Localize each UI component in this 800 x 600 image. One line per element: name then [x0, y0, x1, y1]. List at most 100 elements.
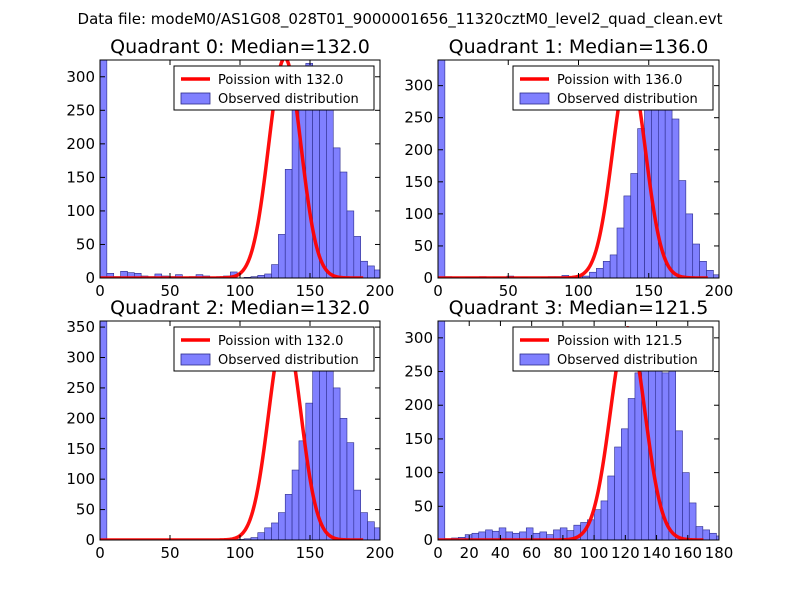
x-tick-label: 20	[460, 544, 479, 562]
legend-bars-label: Observed distribution	[557, 92, 698, 107]
histogram-bar	[727, 277, 734, 278]
histogram-bar	[688, 502, 697, 540]
legend-bars-label: Observed distribution	[557, 353, 698, 368]
histogram-bar	[614, 446, 622, 540]
histogram-bar	[381, 533, 388, 540]
panel-title: Quadrant 1: Median=136.0	[449, 36, 709, 58]
histogram-bar	[685, 213, 694, 278]
legend-bars-swatch	[180, 92, 211, 105]
legend-bars-swatch	[519, 92, 550, 105]
y-tick-label: 0	[85, 531, 95, 549]
histogram-bars	[438, 321, 719, 540]
histogram-bar	[438, 321, 446, 540]
legend-bars-label: Observed distribution	[218, 92, 359, 107]
y-tick-label: 250	[66, 101, 95, 119]
legend-curve-label: Poission with 136.0	[557, 73, 682, 88]
panel-title: Quadrant 0: Median=132.0	[110, 36, 370, 58]
x-tick-label: 100	[226, 544, 255, 562]
histogram-bar	[367, 521, 375, 540]
quadrant-1-panel: 0 50 100 150 200 0 50 100 150 200 250 300 Quadrant 1…	[404, 36, 734, 300]
histogram-bar	[346, 210, 355, 278]
histogram-bar	[271, 522, 279, 540]
histogram-bars	[100, 321, 388, 540]
histogram-bar	[284, 494, 293, 540]
y-tick-label: 350	[66, 318, 95, 336]
x-tick-label: 0	[433, 282, 443, 300]
x-tick-label: 100	[226, 282, 255, 300]
histogram-bar	[651, 98, 659, 278]
quadrant-0-panel: 0 50 100 150 200 0 50 100 150 200 250 300 Quadrant 0…	[66, 36, 402, 300]
histogram-bar	[360, 512, 368, 540]
histogram-bar	[374, 269, 380, 278]
histogram-bar	[702, 529, 710, 540]
y-tick-label: 150	[66, 440, 95, 458]
histogram-bar	[257, 532, 265, 540]
histogram-bar	[264, 273, 272, 278]
histogram-bar	[346, 442, 355, 540]
histogram-bar	[332, 147, 341, 278]
histogram-bar	[319, 83, 327, 278]
figure-suptitle: Data file: modeM0/AS1G08_028T01_90000016…	[78, 10, 723, 29]
histogram-bar	[699, 261, 707, 278]
histogram-bar	[278, 512, 286, 540]
histogram-bar	[675, 430, 683, 540]
x-tick-label: 120	[611, 544, 640, 562]
y-tick-label: 0	[85, 269, 95, 287]
histogram-bar	[395, 277, 402, 278]
histogram-bar	[438, 60, 446, 278]
x-tick-label: 40	[491, 544, 510, 562]
histogram-bar	[692, 243, 700, 278]
poisson-curve	[438, 326, 704, 540]
poisson-curve	[438, 66, 708, 278]
histogram-bar	[353, 236, 361, 278]
poisson-curve	[100, 60, 364, 278]
histogram-bar	[271, 264, 279, 278]
legend: Poission with 121.5 Observed distribution	[512, 326, 714, 372]
histogram-bar	[668, 347, 676, 540]
histogram-bar	[589, 271, 597, 278]
y-tick-label: 200	[404, 396, 433, 414]
y-tick-label: 300	[66, 349, 95, 367]
legend-curve-label: Poission with 132.0	[218, 334, 343, 349]
x-tick-label: 50	[499, 282, 518, 300]
y-tick-label: 300	[404, 329, 433, 347]
y-tick-label: 50	[414, 497, 433, 515]
y-tick-label: 0	[423, 531, 433, 549]
histogram-bar	[607, 475, 615, 540]
histogram-bar	[596, 268, 604, 278]
x-tick-label: 0	[95, 282, 105, 300]
legend-bars-label: Observed distribution	[218, 353, 359, 368]
legend: Poission with 132.0 Observed distribution	[173, 65, 375, 111]
histogram-bar	[106, 273, 115, 278]
histogram-bars	[100, 60, 402, 278]
x-tick-label: 60	[522, 544, 541, 562]
poisson-curve	[100, 328, 364, 540]
quadrant-2-panel: 0 50 100 150 200 0 50 100 150 200 250 300 350 Quadran…	[66, 297, 394, 562]
panel-title: Quadrant 2: Median=132.0	[110, 297, 370, 319]
histogram-bar	[621, 428, 629, 540]
y-tick-label: 150	[404, 430, 433, 448]
histogram-bar	[291, 469, 300, 540]
histogram-bar	[353, 489, 361, 540]
histogram-bar	[609, 254, 618, 278]
y-tick-label: 100	[66, 470, 95, 488]
legend-curve-label: Poission with 132.0	[218, 73, 343, 88]
y-tick-label: 200	[66, 135, 95, 153]
y-tick-label: 250	[404, 363, 433, 381]
histogram-bar	[339, 171, 348, 278]
histogram-bar	[634, 372, 643, 540]
x-tick-label: 200	[705, 282, 734, 300]
x-tick-label: 140	[642, 544, 671, 562]
x-tick-label: 150	[634, 282, 663, 300]
y-tick-label: 150	[404, 173, 433, 191]
histogram-bar	[100, 60, 108, 278]
histogram-bar	[627, 398, 636, 540]
x-tick-label: 200	[366, 282, 395, 300]
legend-bars-swatch	[519, 353, 550, 366]
histogram-bar	[284, 169, 293, 278]
histogram-bar	[600, 500, 609, 540]
histogram-bar	[134, 273, 142, 278]
histogram-bar	[360, 260, 368, 278]
histogram-bar	[720, 277, 727, 278]
panel-title: Quadrant 3: Median=121.5	[449, 297, 709, 319]
